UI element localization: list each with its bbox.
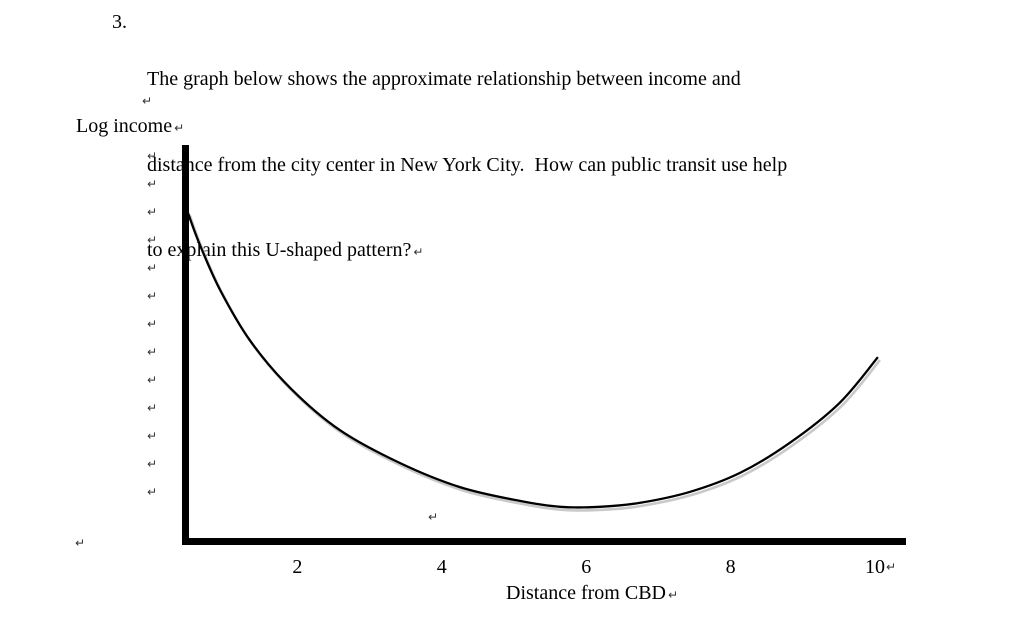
question-line-1: The graph below shows the approximate re… (147, 68, 741, 90)
paragraph-mark: ↵ (147, 485, 158, 499)
question-line-3: to explain this U-shaped pattern? ↵ (147, 239, 424, 261)
paragraph-mark: ↵ (667, 588, 679, 602)
x-axis-label: Distance from CBD ↵ (506, 582, 679, 604)
x-tick-label: 6 (581, 556, 592, 578)
paragraph-mark: ↵ (147, 429, 158, 443)
paragraph-mark: ↵ (75, 536, 86, 550)
paragraph-mark: ↵ (147, 261, 158, 275)
question-block: 3. The graph below shows the approximate… (112, 8, 787, 324)
x-axis-line (182, 538, 906, 545)
paragraph-mark: ↵ (147, 233, 158, 247)
paragraph-mark: ↵ (174, 121, 185, 135)
paragraph-mark: ↵ (147, 289, 158, 303)
paragraph-mark: ↵ (428, 510, 439, 524)
paragraph-mark: ↵ (147, 457, 158, 471)
y-axis-label: Log income ↵ (76, 115, 185, 137)
paragraph-mark: ↵ (142, 94, 153, 108)
x-tick-label: 10 (865, 556, 885, 578)
question-text: The graph below shows the approximate re… (147, 8, 787, 324)
question-line-2: distance from the city center in New Yor… (147, 153, 788, 176)
question-number: 3. (112, 11, 127, 33)
x-tick-label: 4 (436, 556, 447, 578)
paragraph-mark: ↵ (147, 373, 158, 387)
paragraph-mark: ↵ (886, 560, 897, 574)
paragraph-mark: ↵ (147, 177, 158, 191)
paragraph-mark: ↵ (147, 317, 158, 331)
paragraph-mark: ↵ (147, 345, 158, 359)
paragraph-mark: ↵ (413, 245, 424, 259)
paragraph-mark: ↵ (147, 149, 158, 163)
x-tick-label: 2 (292, 556, 303, 578)
x-tick-label: 8 (725, 556, 736, 578)
paragraph-mark: ↵ (147, 205, 158, 219)
paragraph-mark: ↵ (147, 401, 158, 415)
